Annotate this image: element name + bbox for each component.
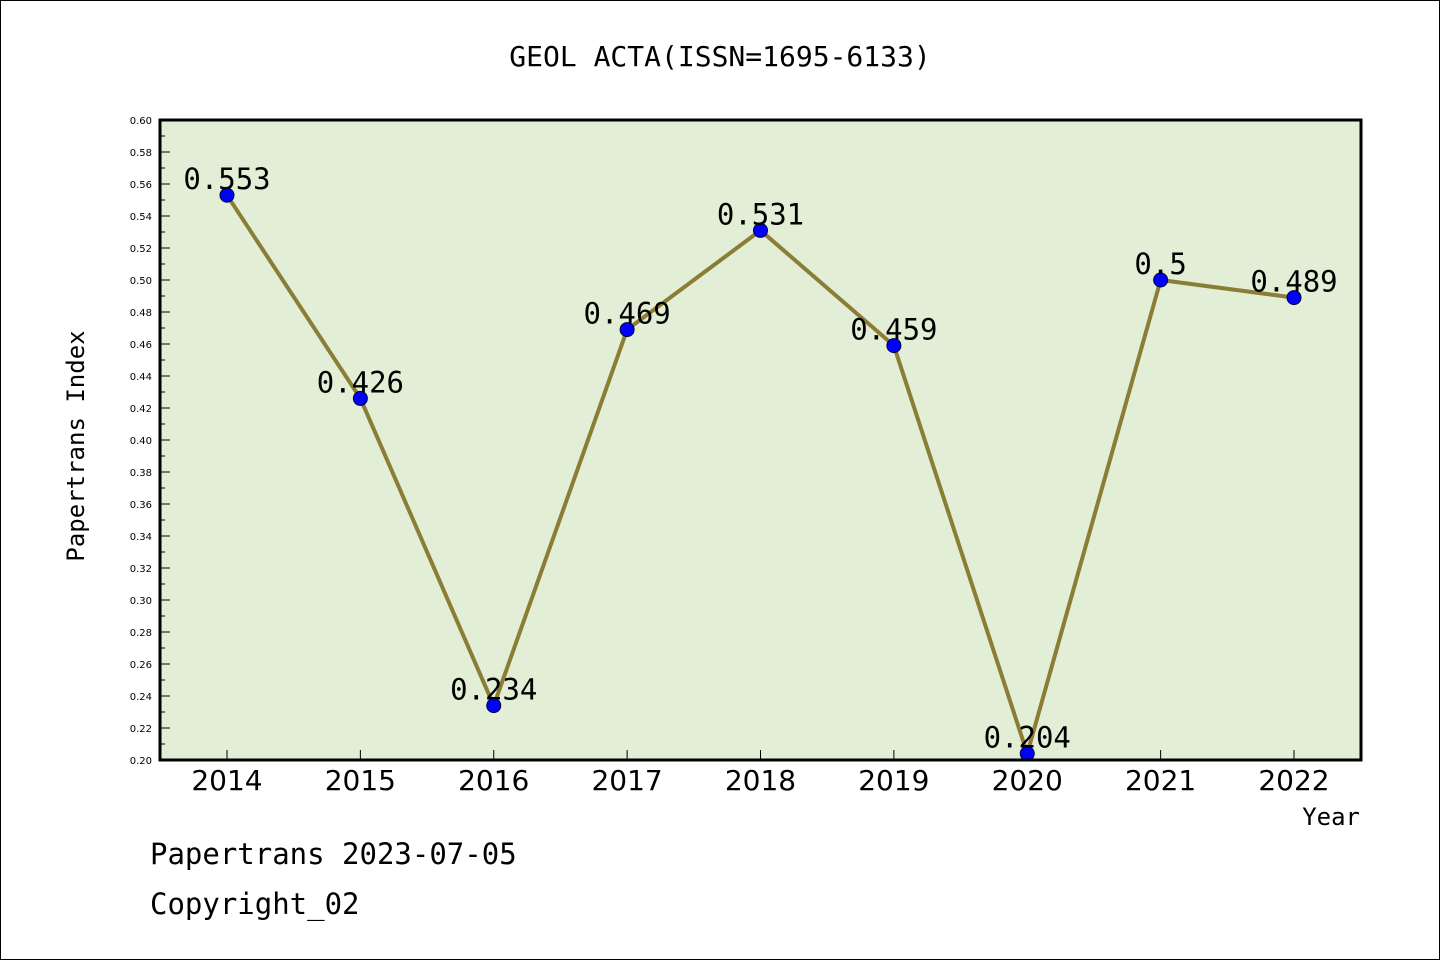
y-tick-label: 0.54 [130,212,152,223]
data-label: 0.426 [317,365,404,399]
y-tick-label: 0.56 [130,180,152,191]
y-tick-label: 0.32 [130,564,152,575]
data-label: 0.234 [450,673,537,707]
x-tick-label: 2018 [725,764,796,797]
y-tick-label: 0.34 [130,532,152,543]
x-axis-label: Year [1302,803,1360,831]
y-tick-label: 0.38 [130,468,152,479]
x-tick-label: 2014 [191,764,262,797]
chart-title: GEOL ACTA(ISSN=1695-6133) [509,40,930,73]
x-tick-label: 2020 [992,764,1063,797]
y-tick-label: 0.52 [130,244,152,255]
x-tick-label: 2017 [591,764,662,797]
data-label: 0.204 [984,721,1071,755]
data-point [219,187,235,203]
data-point [619,322,635,338]
x-axis-ticks: 2014 2015 2016 2017 2018 2019 2020 2021 2022 [191,750,1330,797]
y-tick-label: 0.44 [130,372,152,383]
y-tick-label: 0.24 [130,692,152,703]
y-tick-label: 0.60 [130,116,152,127]
x-tick-label: 2019 [858,764,929,797]
y-tick-label: 0.36 [130,500,152,511]
y-tick-label: 0.20 [130,756,152,767]
series-index [219,187,1302,762]
y-tick-label: 0.30 [130,596,152,607]
data-label: 0.5 [1134,247,1186,281]
y-tick-label: 0.26 [130,660,152,671]
data-label: 0.469 [583,297,670,331]
data-label: 0.459 [850,313,937,347]
x-tick-label: 2015 [325,764,396,797]
plot-border [158,118,1363,762]
data-point [1153,272,1169,288]
data-point [352,390,368,406]
y-axis-label: Papertrans Index [62,330,90,561]
x-tick-label: 2022 [1258,764,1329,797]
footer-date: Papertrans 2023-07-05 [150,837,517,871]
data-point [1286,290,1302,306]
y-tick-label: 0.40 [130,436,152,447]
y-tick-label: 0.48 [130,308,152,319]
data-label: 0.553 [183,162,270,196]
y-tick-label: 0.28 [130,628,152,639]
x-tick-label: 2021 [1125,764,1196,797]
y-tick-label: 0.42 [130,404,152,415]
data-point [886,338,902,354]
y-tick-label: 0.46 [130,340,152,351]
footer-copyright: Copyright_02 [150,887,360,922]
y-tick-label: 0.22 [130,724,152,735]
y-tick-label: 0.50 [130,276,152,287]
data-point [486,698,502,714]
data-labels: 0.553 0.426 0.234 0.469 0.531 0.459 0.204 0.5 0.… [183,162,1337,754]
data-label: 0.489 [1250,265,1337,299]
y-tick-label: 0.58 [130,148,152,159]
data-point [753,222,768,238]
data-label: 0.531 [717,197,804,231]
x-tick-label: 2016 [458,764,529,797]
